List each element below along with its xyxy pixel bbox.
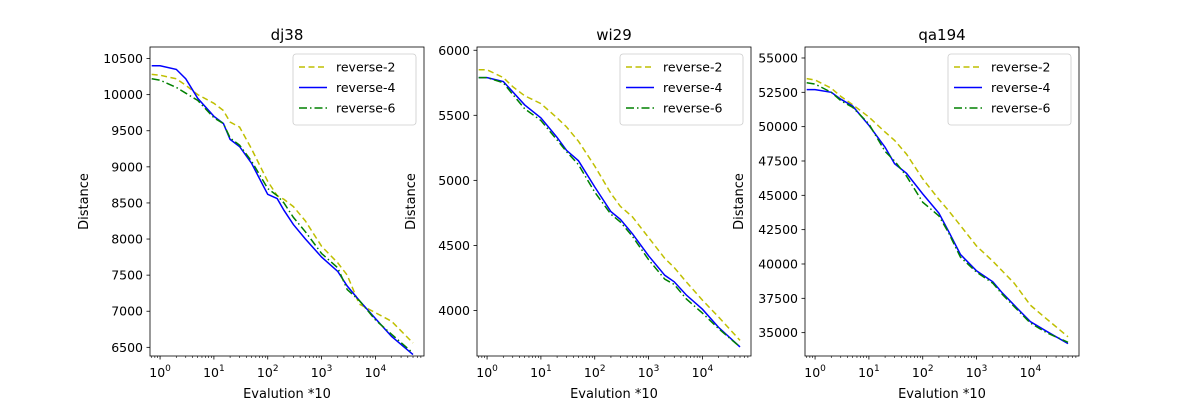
plot-frame	[804, 46, 1080, 357]
y-axis-label: Distance	[77, 173, 92, 230]
x-tick-label: 100	[149, 364, 171, 380]
legend-label: reverse-4	[336, 80, 395, 95]
plot-frame	[149, 46, 425, 357]
x-tick-label: 104	[692, 364, 714, 380]
y-axis-label: Distance	[732, 173, 747, 230]
legend-label: reverse-4	[663, 80, 722, 95]
y-tick-label: 6000	[438, 43, 470, 58]
y-tick-label: 9000	[111, 159, 143, 174]
x-tick-label: 101	[203, 364, 225, 380]
y-tick-label: 5500	[438, 108, 470, 123]
y-tick-label: 5000	[438, 173, 470, 188]
y-tick-label: 4000	[438, 303, 470, 318]
legend: reverse-2 reverse-4 reverse-6	[947, 53, 1072, 126]
x-minor-ticks	[806, 356, 1077, 358]
legend: reverse-2 reverse-4 reverse-6	[292, 53, 417, 126]
legend-label: reverse-6	[663, 101, 722, 116]
x-tick-label: 104	[1020, 364, 1042, 380]
y-tick-label: 45000	[758, 188, 798, 203]
x-tick-label: 103	[311, 364, 333, 380]
x-minor-ticks	[151, 356, 422, 358]
series-line-2	[478, 76, 741, 348]
x-tick-label: 102	[584, 364, 606, 380]
series-line-0	[806, 77, 1069, 338]
x-tick-label: 100	[476, 364, 498, 380]
y-tick-label: 37500	[758, 291, 798, 306]
x-tick-label: 101	[858, 364, 880, 380]
legend-label: reverse-2	[336, 60, 395, 75]
y-tick-label: 50000	[758, 119, 798, 134]
legend-box	[619, 53, 744, 126]
legend-box	[292, 53, 417, 126]
x-axis-label: Evalution *10	[570, 387, 658, 400]
x-tick-label: 102	[257, 364, 279, 380]
chart-2: 100 101 102 103 104 35000 37500 40000 42500 45000…	[732, 26, 1080, 400]
chart-title: qa194	[918, 26, 965, 44]
plot-frame	[476, 46, 752, 357]
chart-1: 100 101 102 103 104 4000 4500 5000 5500 6000 wi29 E…	[404, 26, 752, 400]
legend-label: reverse-4	[991, 80, 1050, 95]
y-tick-label: 40000	[758, 256, 798, 271]
x-axis-label: Evalution *10	[898, 387, 986, 400]
legend-label: reverse-6	[991, 101, 1050, 116]
y-tick-label: 47500	[758, 153, 798, 168]
x-tick-label: 104	[365, 364, 387, 380]
y-tick-label: 6500	[111, 340, 143, 355]
chart-0: 100 101 102 103 104 6500 7000 7500 8000 8500 9000 9…	[77, 26, 425, 400]
series-line-1	[151, 65, 414, 356]
y-axis-label: Distance	[404, 173, 419, 230]
y-tick-label: 35000	[758, 325, 798, 340]
chart-title: dj38	[271, 26, 304, 44]
y-tick-label: 7500	[111, 268, 143, 283]
series-line-0	[478, 69, 741, 341]
series-line-0	[151, 73, 414, 344]
y-tick-label: 7000	[111, 304, 143, 319]
y-tick-label: 42500	[758, 222, 798, 237]
legend: reverse-2 reverse-4 reverse-6	[619, 53, 744, 126]
y-tick-label: 8000	[111, 232, 143, 247]
legend-label: reverse-2	[663, 60, 722, 75]
y-tick-label: 55000	[758, 50, 798, 65]
series-line-2	[806, 81, 1069, 343]
y-tick-label: 10500	[103, 51, 143, 66]
x-axis-label: Evalution *10	[243, 387, 331, 400]
chart-title: wi29	[596, 26, 632, 44]
y-tick-label: 4500	[438, 238, 470, 253]
x-tick-label: 101	[530, 364, 552, 380]
series-line-1	[806, 88, 1069, 345]
legend-box	[947, 53, 1072, 126]
y-tick-label: 10000	[103, 87, 143, 102]
x-tick-label: 103	[638, 364, 660, 380]
x-tick-label: 100	[804, 364, 826, 380]
legend-label: reverse-6	[336, 101, 395, 116]
series-line-1	[478, 76, 741, 348]
y-tick-label: 52500	[758, 85, 798, 100]
legend-label: reverse-2	[991, 60, 1050, 75]
series-line-2	[151, 78, 414, 354]
y-tick-label: 9500	[111, 123, 143, 138]
x-tick-label: 103	[966, 364, 988, 380]
x-minor-ticks	[478, 356, 749, 358]
x-tick-label: 102	[912, 364, 934, 380]
y-tick-label: 8500	[111, 195, 143, 210]
